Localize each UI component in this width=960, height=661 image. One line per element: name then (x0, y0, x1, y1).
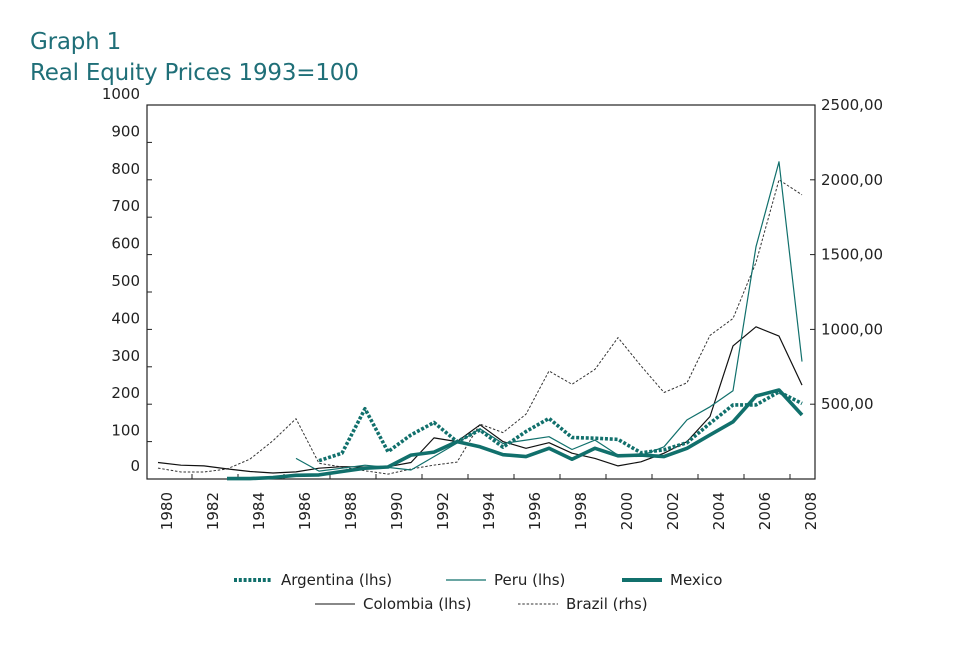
x-tick-label: 1992 (434, 492, 452, 530)
legend-swatch-brazil (518, 603, 558, 605)
y-left-tick-label: 300 (111, 347, 140, 365)
y-left-tick-label: 900 (111, 122, 140, 140)
legend-item-peru: Peru (lhs) (446, 571, 565, 589)
y-right-tick-label: 1500,00 (821, 246, 883, 264)
legend-label-colombia: Colombia (lhs) (363, 595, 472, 613)
x-tick-label: 1994 (480, 492, 498, 530)
y-left-tick-label: 800 (111, 160, 140, 178)
x-tick-label: 2004 (710, 492, 728, 530)
legend-label-mexico: Mexico (670, 571, 723, 589)
legend-swatch-colombia (315, 603, 355, 605)
x-tick-label: 2000 (618, 492, 636, 530)
legend-item-argentina: Argentina (lhs) (233, 571, 392, 589)
x-tick-label: 1986 (296, 492, 314, 530)
chart-subtitle: Real Equity Prices 1993=100 (30, 60, 359, 86)
x-tick-label: 2006 (756, 492, 774, 530)
x-tick-label: 1990 (388, 492, 406, 530)
x-tick-label: 1980 (158, 492, 176, 530)
legend-label-argentina: Argentina (lhs) (281, 571, 393, 589)
axes: 0 100 200 300 400 500 600 700 800 900 1000 500,00 10… (102, 85, 883, 530)
y-left-tick-label: 0 (130, 457, 140, 475)
legend-item-brazil: Brazil (rhs) (518, 595, 648, 613)
y-left-tick-label: 600 (111, 235, 140, 253)
series-line-mexico (227, 388, 804, 481)
series-line-brazil (157, 179, 803, 475)
legend-swatch-peru (446, 579, 486, 581)
chart-title: Graph 1 (30, 29, 122, 55)
plot-frame (146, 104, 816, 480)
y-left-tick-label: 500 (111, 272, 140, 290)
y-left-tick-label: 1000 (102, 85, 140, 103)
x-tick-label: 1984 (250, 492, 268, 530)
y-left-tick-label: 700 (111, 197, 140, 215)
legend-swatch-argentina (234, 578, 272, 582)
series-line-argentina (318, 390, 803, 463)
y-right-tick-label: 1000,00 (821, 320, 883, 338)
legend-label-peru: Peru (lhs) (494, 571, 566, 589)
y-right-tick-label: 2500,00 (821, 96, 883, 114)
y-left-tick-label: 100 (111, 422, 140, 440)
series-layer (157, 161, 804, 481)
x-tick-label: 2002 (664, 492, 682, 530)
y-right-tick-label: 500,00 (821, 395, 874, 413)
legend-label-brazil: Brazil (rhs) (566, 595, 648, 613)
y-left-tick-label: 200 (111, 384, 140, 402)
legend-item-colombia: Colombia (lhs) (315, 595, 471, 613)
series-line-colombia (157, 326, 803, 474)
x-tick-label: 1998 (572, 492, 590, 530)
y-left-tick-label: 400 (111, 309, 140, 327)
legend-swatch-mexico (622, 578, 662, 582)
y-right-tick-label: 2000,00 (821, 171, 883, 189)
x-tick-label: 1982 (204, 492, 222, 530)
x-tick-label: 1996 (526, 492, 544, 530)
x-tick-label: 2008 (802, 492, 820, 530)
x-tick-label: 1988 (342, 492, 360, 530)
legend-item-mexico: Mexico (622, 571, 722, 589)
